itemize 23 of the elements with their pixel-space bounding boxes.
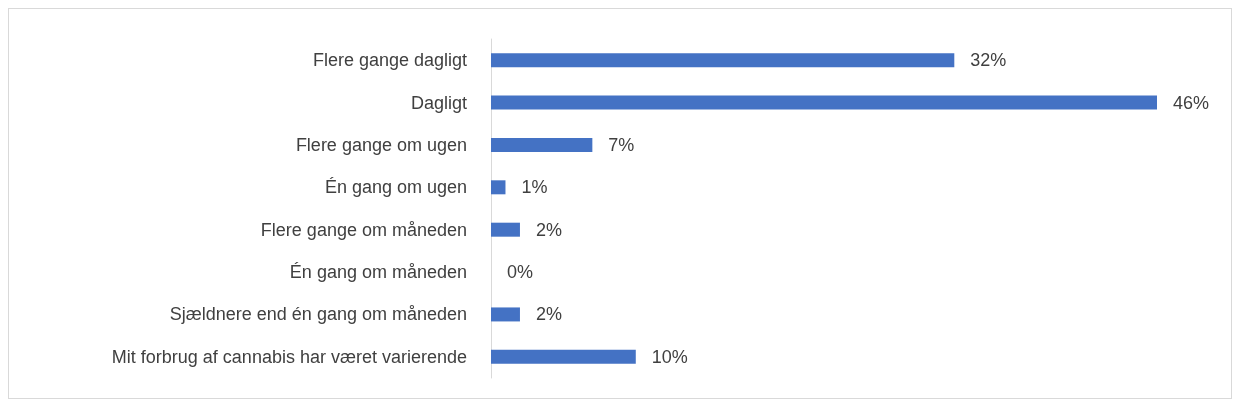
bar [491, 349, 636, 364]
y-tick-label: Flere gange om måneden [260, 219, 467, 240]
data-label: 2% [535, 304, 562, 325]
y-tick-label: Dagligt [410, 92, 467, 113]
bar [491, 95, 1157, 110]
data-label: 10% [651, 346, 688, 367]
data-label: 7% [608, 134, 635, 155]
bar [491, 180, 506, 195]
y-tick-label: Flere gange om ugen [295, 134, 467, 155]
bar [491, 222, 520, 237]
y-tick-label: Én gang om ugen [324, 177, 467, 198]
data-label: 2% [535, 219, 562, 240]
y-tick-label: Flere gange dagligt [312, 50, 467, 71]
bar [491, 137, 593, 152]
data-label: 0% [507, 262, 534, 283]
bar [491, 307, 520, 322]
y-tick-label: Én gang om måneden [289, 262, 467, 283]
bar [491, 53, 955, 68]
y-tick-label: Mit forbrug af cannabis har været varierende [111, 346, 467, 367]
data-label: 1% [521, 177, 548, 198]
y-tick-label: Sjældnere end én gang om måneden [169, 304, 467, 325]
data-label: 32% [970, 50, 1007, 71]
data-label: 46% [1173, 92, 1210, 113]
